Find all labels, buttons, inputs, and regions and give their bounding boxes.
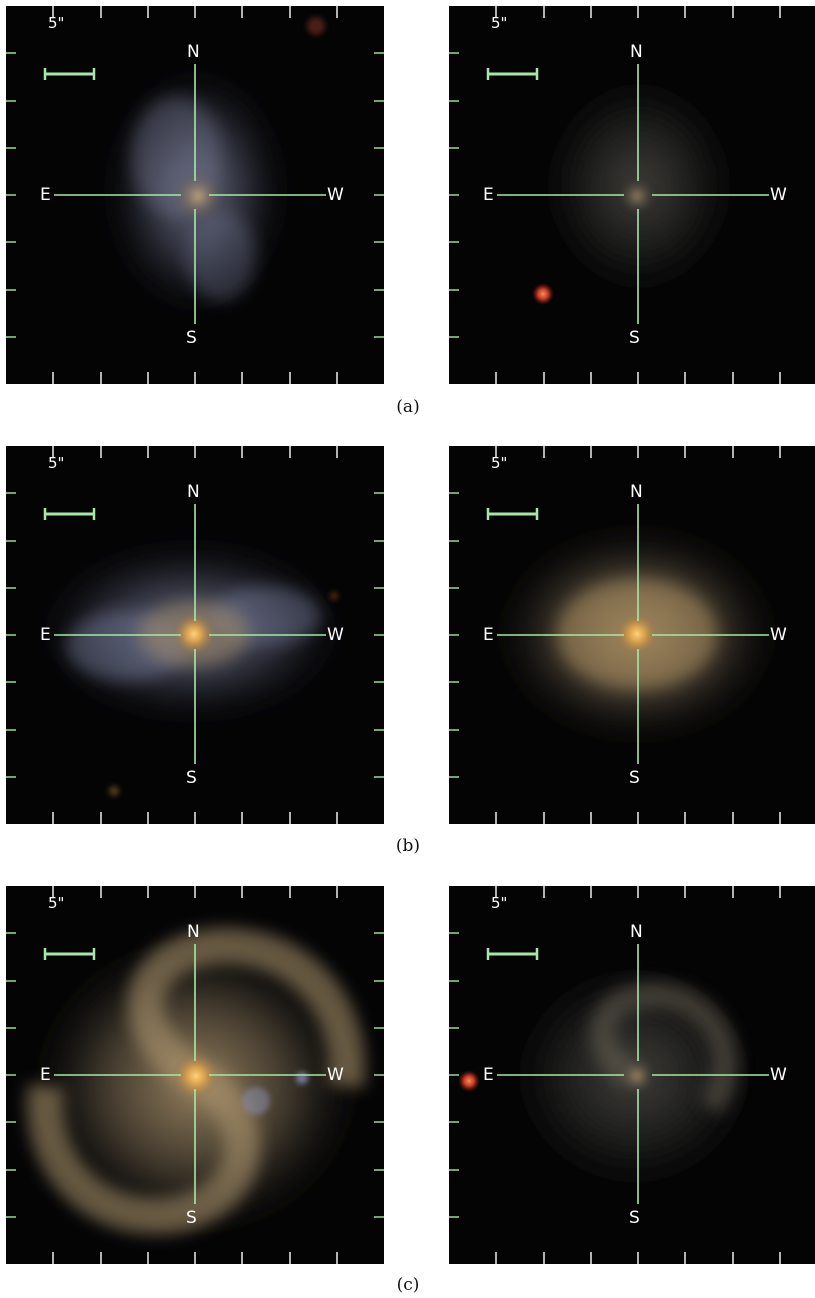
scale-bar-label: 5" (491, 14, 508, 32)
row-a: 5" N S E W 5" N S E W (0, 6, 815, 384)
east-label: E (483, 1065, 494, 1085)
crosshair-overlay (449, 6, 781, 384)
north-label: N (187, 922, 200, 942)
scale-bar-label: 5" (48, 454, 65, 472)
west-label: W (770, 625, 787, 645)
caption-b: (b) (395, 836, 421, 856)
south-label: S (186, 768, 197, 788)
north-label: N (187, 42, 200, 62)
galaxy-panel-a-right: 5" N S E W (449, 6, 815, 384)
north-label: N (630, 922, 643, 942)
galaxy-image-a-left (111, 17, 325, 311)
crosshair-overlay (6, 6, 384, 384)
galaxy-panel-a-left: 5" N S E W (6, 6, 384, 384)
south-label: S (186, 328, 197, 348)
north-label: N (630, 482, 643, 502)
crosshair-overlay (449, 886, 781, 1264)
galaxy-image-c-right (458, 961, 759, 1191)
west-label: W (327, 1065, 344, 1085)
row-b: 5" N S E W 5" N S E W (0, 446, 815, 824)
scale-bar-label: 5" (491, 894, 508, 912)
galaxy-panel-b-left: 5" N S E W (6, 446, 384, 824)
crosshair-overlay (6, 886, 384, 1264)
east-label: E (483, 625, 494, 645)
west-label: W (770, 1065, 787, 1085)
crosshair-overlay (6, 446, 384, 824)
west-label: W (770, 185, 787, 205)
north-label: N (630, 42, 643, 62)
east-label: E (40, 625, 51, 645)
scale-bar-label: 5" (491, 454, 508, 472)
south-label: S (629, 328, 640, 348)
caption-c: (c) (396, 1275, 420, 1295)
caption-a: (a) (396, 397, 420, 417)
west-label: W (327, 185, 344, 205)
galaxy-panel-b-right: 5" N S E W (449, 446, 815, 824)
south-label: S (629, 1208, 640, 1228)
east-label: E (40, 185, 51, 205)
scale-bar-label: 5" (48, 894, 65, 912)
galaxy-image-c-left (26, 927, 366, 1236)
south-label: S (186, 1208, 197, 1228)
galaxy-image-a-right (532, 76, 734, 305)
south-label: S (629, 768, 640, 788)
east-label: E (483, 185, 494, 205)
west-label: W (327, 625, 344, 645)
east-label: E (40, 1065, 51, 1085)
crosshair-overlay (449, 446, 781, 824)
galaxy-image-b-right (497, 529, 777, 739)
galaxy-image-b-left (41, 546, 341, 796)
north-label: N (187, 482, 200, 502)
row-c: 5" N S E W 5" N S E W (0, 886, 815, 1264)
scale-bar-label: 5" (48, 14, 65, 32)
galaxy-panel-c-right: 5" N S E W (449, 886, 815, 1264)
galaxy-panel-c-left: 5" N S E W (6, 886, 384, 1264)
